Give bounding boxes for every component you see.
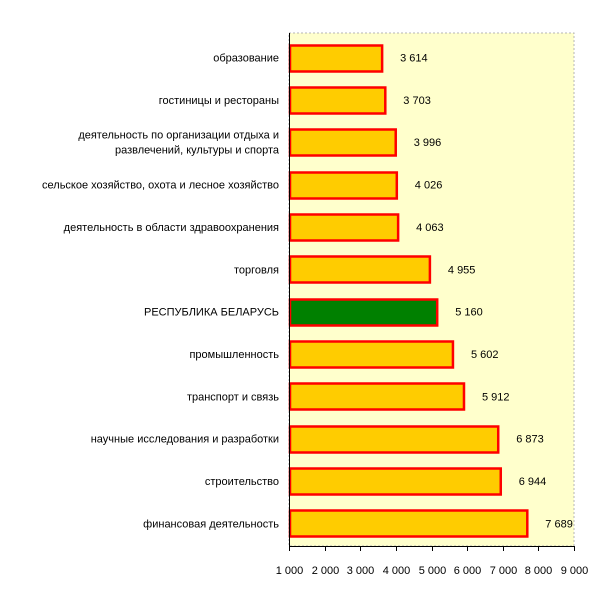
category-labels: образование гостиницы и рестораны деятельн… — [42, 53, 280, 531]
category-label-3: сельское хозяйство, охота и лесное хозяй… — [42, 180, 279, 192]
x-tick-label-0: 1 000 — [276, 565, 304, 577]
value-label-0: 3 614 — [400, 53, 428, 65]
bar-8 — [288, 382, 466, 411]
value-label-8: 5 912 — [482, 391, 510, 403]
category-label-10: строительство — [205, 476, 279, 488]
x-tick-label-6: 7 000 — [490, 565, 518, 577]
category-label-5: торговля — [234, 264, 279, 276]
bar-5 — [288, 255, 432, 284]
bar-4 — [288, 213, 400, 242]
category-label-2: деятельность по организации отдыха и разв… — [78, 130, 280, 157]
value-label-10: 6 944 — [519, 476, 547, 488]
value-labels: 3 614 3 703 3 996 4 026 4 063 4 955 5 160 5 602… — [400, 53, 573, 531]
x-tick-label-3: 4 000 — [383, 565, 411, 577]
value-label-9: 6 873 — [516, 434, 544, 446]
bar-7 — [288, 340, 455, 369]
x-tick-label-1: 2 000 — [312, 565, 340, 577]
x-tick-label-5: 6 000 — [454, 565, 482, 577]
x-tick-label-2: 3 000 — [347, 565, 375, 577]
bar-0 — [288, 44, 384, 73]
x-tick-label-4: 5 000 — [419, 565, 447, 577]
bar-9 — [288, 425, 500, 454]
bar-11 — [288, 509, 529, 538]
bar-6 — [288, 298, 439, 327]
category-label-4: деятельность в области здравоохранения — [64, 222, 279, 234]
bar-1 — [288, 86, 387, 115]
plot-area — [288, 32, 575, 547]
x-axis-ticks: 1 000 2 000 3 000 4 000 5 000 6 000 7 000 8 000… — [276, 546, 589, 577]
value-label-7: 5 602 — [471, 349, 499, 361]
category-label-8: транспорт и связь — [187, 391, 279, 403]
category-label-1: гостиницы и рестораны — [159, 95, 279, 107]
bar-3 — [288, 171, 399, 200]
category-label-6: РЕСПУБЛИКА БЕЛАРУСЬ — [144, 307, 279, 319]
value-label-1: 3 703 — [403, 95, 431, 107]
value-label-6: 5 160 — [455, 307, 483, 319]
x-tick-label-7: 8 000 — [525, 565, 553, 577]
category-label-0: образование — [213, 53, 279, 65]
bar-10 — [288, 467, 503, 496]
category-label-11: финансовая деятельность — [143, 518, 279, 530]
value-label-2: 3 996 — [414, 137, 442, 149]
x-tick-label-8: 9 000 — [561, 565, 589, 577]
value-label-5: 4 955 — [448, 264, 476, 276]
value-label-3: 4 026 — [415, 180, 443, 192]
category-label-7: промышленность — [189, 349, 279, 361]
value-label-4: 4 063 — [416, 222, 444, 234]
value-label-11: 7 689 — [545, 518, 573, 530]
bars-group — [288, 44, 529, 538]
category-label-9: научные исследования и разработки — [91, 434, 279, 446]
bar-2 — [288, 128, 397, 157]
